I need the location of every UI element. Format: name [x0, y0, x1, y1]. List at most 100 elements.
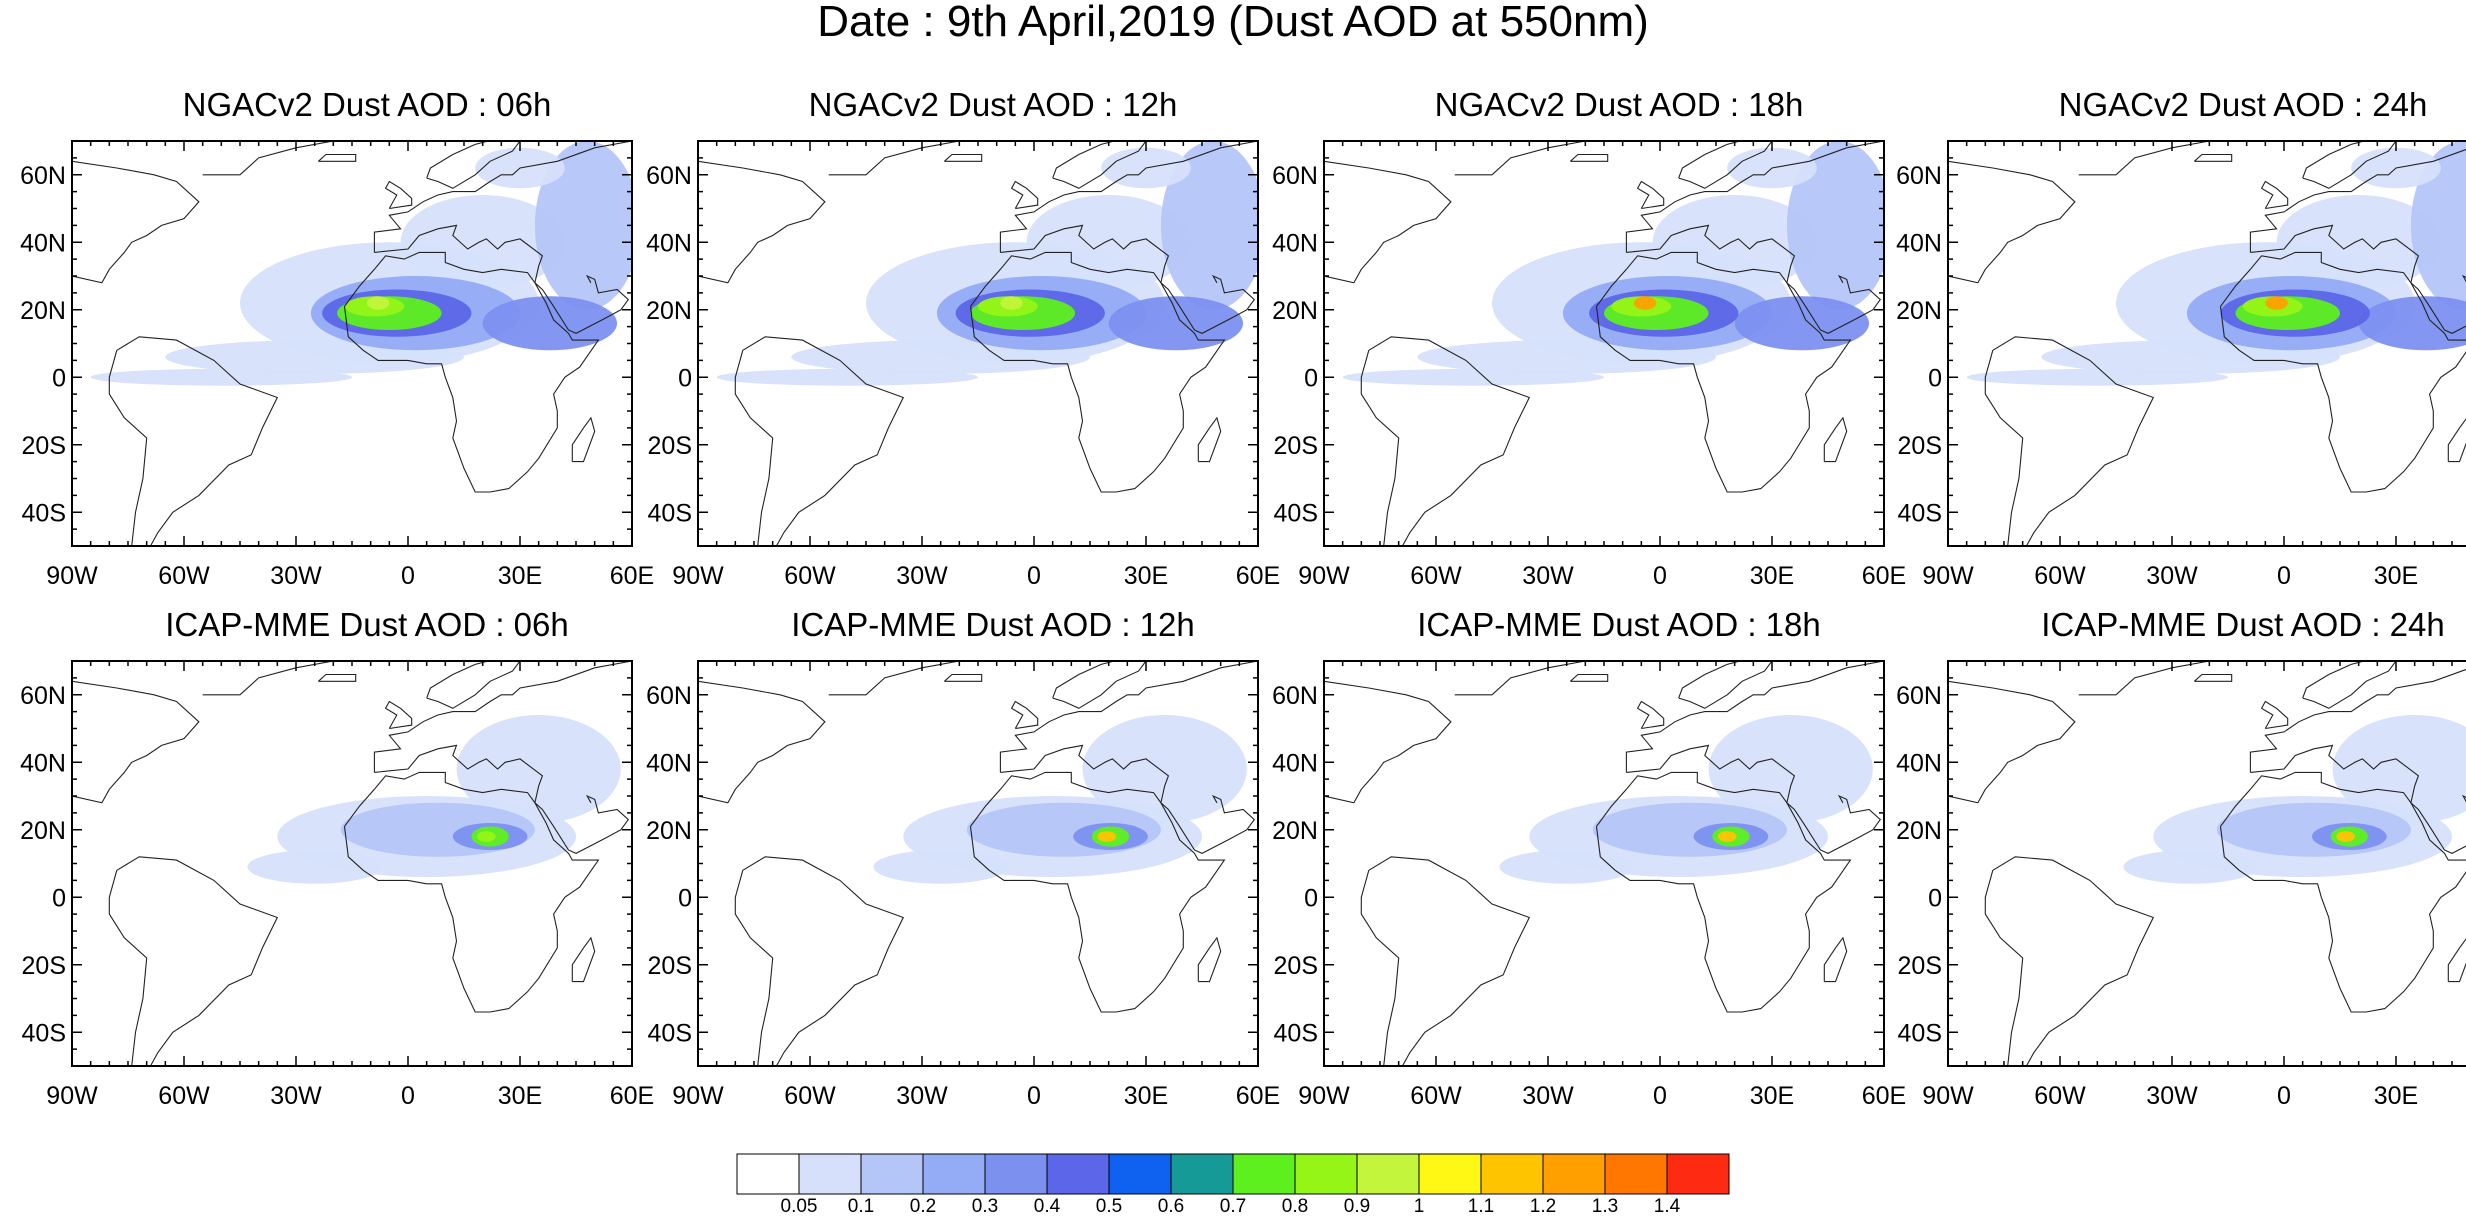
- panel-title: NGACv2 Dust AOD : 18h: [1434, 86, 1804, 123]
- lat-tick-label: 40N: [1272, 749, 1318, 777]
- aod-contour: [2216, 802, 2411, 857]
- coastline: [374, 744, 544, 803]
- lon-tick-label: 30E: [1124, 562, 1168, 590]
- lat-tick-label: 20S: [1898, 432, 1942, 460]
- lon-tick-label: 90W: [1298, 562, 1350, 590]
- colorbar-label: 1.3: [1592, 1196, 1618, 1212]
- lat-tick-label: 20S: [648, 432, 692, 460]
- aod-contour: [1633, 296, 1657, 310]
- aod-contour: [477, 831, 496, 842]
- lat-tick-label: 20N: [1272, 817, 1318, 845]
- colorbar-swatch: [1418, 1153, 1482, 1195]
- aod-contour: [1000, 296, 1023, 310]
- lat-tick-label: 0: [52, 364, 66, 392]
- lon-tick-label: 0: [401, 562, 415, 590]
- aod-contour: [400, 195, 565, 290]
- coastline: [2302, 141, 2397, 189]
- coastline: [1324, 160, 1452, 284]
- lat-tick-label: 60N: [1896, 682, 1942, 710]
- lat-tick-label: 40S: [1898, 1019, 1942, 1047]
- lon-tick-label: 60W: [784, 1082, 836, 1110]
- coastline: [1626, 744, 1796, 803]
- lon-tick-label: 0: [401, 1082, 415, 1110]
- lon-tick-label: 90W: [1922, 562, 1974, 590]
- coastline: [944, 153, 983, 162]
- aod-contour: [1082, 715, 1247, 823]
- colorbar-swatch: [1108, 1153, 1172, 1195]
- coastline: [426, 141, 521, 189]
- coastline: [384, 180, 413, 210]
- aod-contour: [1652, 195, 1817, 290]
- coastline: [969, 771, 1226, 1013]
- colorbar-label: 0.7: [1220, 1196, 1246, 1212]
- coastline: [1595, 251, 1852, 493]
- coastline: [2194, 153, 2233, 162]
- lat-tick-label: 20N: [646, 817, 692, 845]
- colorbar-label: 0.2: [910, 1196, 936, 1212]
- map-plot: 60N 40N 20N 0 20S 40S 90W 60W 30W 0 30E 60E: [1272, 660, 1906, 1110]
- colorbar-label: 0.4: [1034, 1196, 1061, 1212]
- colorbar-label: 0.6: [1158, 1196, 1184, 1212]
- lat-tick-label: 0: [678, 884, 692, 912]
- colorbar-swatch: [798, 1153, 862, 1195]
- aod-contour: [2123, 850, 2258, 884]
- lon-tick-label: 90W: [672, 1082, 724, 1110]
- aod-contour: [1717, 831, 1737, 842]
- aod-contour: [90, 368, 352, 386]
- coastline: [2249, 148, 2466, 253]
- aod-contour: [873, 850, 1008, 884]
- lat-tick-label: 20S: [1274, 952, 1318, 980]
- coastline: [1052, 661, 1147, 709]
- lat-tick-label: 40N: [20, 229, 66, 257]
- coastline: [2410, 274, 2466, 335]
- coastline: [1948, 680, 2076, 804]
- colorbar-swatch: [1604, 1153, 1668, 1195]
- colorbar-label: 0.8: [1282, 1196, 1308, 1212]
- lon-tick-label: 30W: [2146, 562, 2198, 590]
- coastline: [1570, 153, 1609, 162]
- lon-tick-label: 60E: [1862, 562, 1906, 590]
- coastline: [534, 794, 630, 855]
- coastline: [1010, 700, 1039, 730]
- coastline: [1360, 856, 1531, 1066]
- lat-tick-label: 60N: [1272, 682, 1318, 710]
- coastline: [2219, 771, 2466, 1013]
- lon-tick-label: 30E: [1124, 1082, 1168, 1110]
- lon-tick-label: 60W: [2034, 1082, 2086, 1110]
- lat-tick-label: 20S: [22, 952, 66, 980]
- coastline: [534, 274, 630, 335]
- coastline: [969, 251, 1226, 493]
- coastline: [343, 771, 600, 1013]
- colorbar-swatch: [1046, 1153, 1110, 1195]
- lat-tick-label: 0: [52, 884, 66, 912]
- lon-tick-label: 30W: [270, 1082, 322, 1110]
- map-panel: NGACv2 Dust AOD : 12h 60N 40N 20N 0 20S 40S 90W…: [646, 88, 1303, 648]
- lon-tick-label: 0: [2277, 1082, 2291, 1110]
- aod-contour: [1786, 141, 1884, 310]
- coastline: [2447, 418, 2466, 463]
- coastline: [1678, 661, 1773, 709]
- lon-tick-label: 30W: [1522, 1082, 1574, 1110]
- coastline: [1160, 274, 1256, 335]
- lat-tick-label: 0: [1304, 364, 1318, 392]
- aod-contour: [716, 368, 978, 386]
- map-plot: 60N 40N 20N 0 20S 40S 90W 60W 30W 0 30E 60E: [20, 140, 654, 590]
- lat-tick-label: 0: [1928, 884, 1942, 912]
- coastline: [698, 160, 826, 284]
- coastline: [1000, 744, 1170, 803]
- coastline: [734, 856, 905, 1066]
- lat-tick-label: 40S: [1898, 499, 1942, 527]
- map-panel: NGACv2 Dust AOD : 06h 60N 40N 20N 0 20S 40S 90W…: [20, 88, 677, 648]
- colorbar-label: 0.5: [1096, 1196, 1122, 1212]
- aod-contour: [1966, 368, 2228, 386]
- lat-tick-label: 20N: [1272, 297, 1318, 325]
- coastline: [108, 336, 279, 546]
- lat-tick-label: 40N: [646, 229, 692, 257]
- coastlines: [698, 661, 1258, 1066]
- map-panel: ICAP-MME Dust AOD : 18h 60N 40N 20N 0 20S 40S 9…: [1272, 608, 1929, 1168]
- colorbar-label: 0.3: [972, 1196, 998, 1212]
- colorbar-label: 0.9: [1344, 1196, 1370, 1212]
- lon-tick-label: 30E: [1750, 562, 1794, 590]
- aod-contour: [366, 296, 390, 310]
- aod-contour: [1097, 831, 1117, 842]
